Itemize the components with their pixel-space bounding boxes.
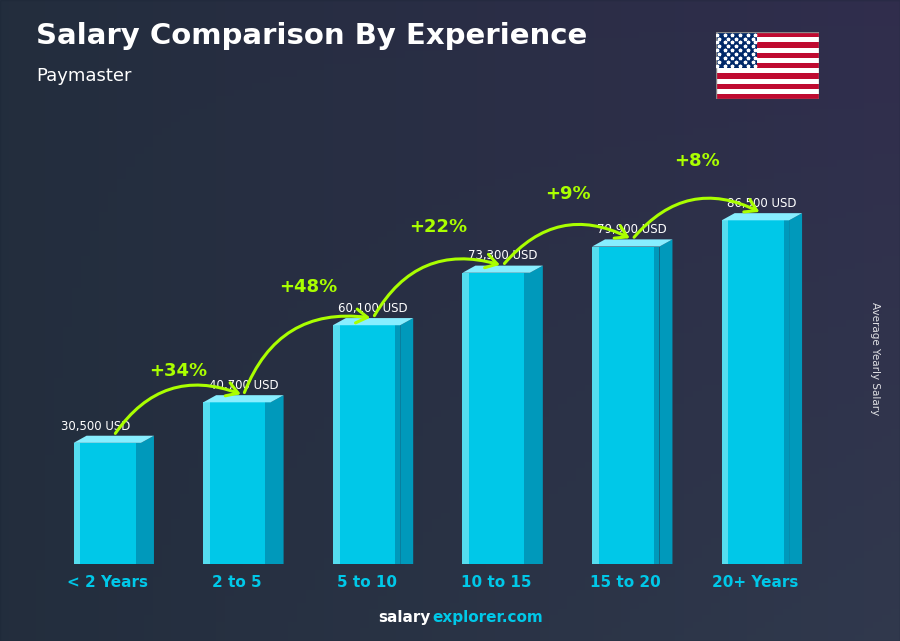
Bar (722, 221, 728, 564)
Bar (716, 74, 819, 79)
Polygon shape (141, 436, 154, 564)
Polygon shape (789, 213, 802, 564)
Bar (74, 443, 141, 564)
Bar (74, 443, 80, 564)
Bar (463, 273, 469, 564)
Text: Average Yearly Salary: Average Yearly Salary (869, 303, 880, 415)
Bar (716, 69, 819, 74)
Bar (716, 47, 819, 53)
Polygon shape (722, 213, 802, 221)
Text: 86,500 USD: 86,500 USD (727, 197, 796, 210)
Bar (716, 42, 819, 47)
Bar (716, 58, 819, 63)
Text: 73,300 USD: 73,300 USD (468, 249, 537, 262)
Bar (203, 403, 271, 564)
Text: 60,100 USD: 60,100 USD (338, 302, 408, 315)
FancyArrowPatch shape (634, 198, 757, 237)
Polygon shape (333, 318, 413, 325)
Text: explorer.com: explorer.com (432, 610, 543, 625)
Text: +48%: +48% (279, 278, 338, 296)
Bar (716, 37, 819, 42)
Text: Paymaster: Paymaster (36, 67, 131, 85)
Bar (136, 443, 141, 564)
Bar (266, 403, 271, 564)
Text: +9%: +9% (544, 185, 590, 203)
Text: +34%: +34% (149, 362, 208, 380)
Bar (716, 89, 819, 94)
FancyArrowPatch shape (115, 383, 238, 433)
Bar (716, 63, 819, 69)
Bar (525, 273, 530, 564)
Polygon shape (203, 395, 284, 403)
FancyArrowPatch shape (245, 309, 367, 392)
Text: Salary Comparison By Experience: Salary Comparison By Experience (36, 22, 587, 51)
Bar (716, 32, 757, 69)
Bar (463, 273, 530, 564)
Text: 40,700 USD: 40,700 USD (209, 379, 278, 392)
Polygon shape (400, 318, 413, 564)
Polygon shape (463, 265, 543, 273)
Bar (203, 403, 210, 564)
Bar (716, 79, 819, 84)
Bar (592, 247, 660, 564)
Bar (716, 32, 819, 37)
Polygon shape (660, 239, 672, 564)
Bar (654, 247, 660, 564)
Polygon shape (530, 265, 543, 564)
Bar (784, 221, 789, 564)
FancyArrowPatch shape (374, 254, 497, 315)
Polygon shape (271, 395, 284, 564)
Text: salary: salary (378, 610, 430, 625)
FancyArrowPatch shape (504, 224, 627, 263)
Text: 79,900 USD: 79,900 USD (598, 223, 667, 237)
Text: +8%: +8% (674, 152, 720, 170)
Bar (716, 84, 819, 89)
Bar (395, 325, 400, 564)
Bar (333, 325, 339, 564)
Bar (722, 221, 789, 564)
Bar (716, 94, 819, 99)
Polygon shape (592, 239, 672, 247)
Bar (592, 247, 598, 564)
Bar (333, 325, 400, 564)
Polygon shape (74, 436, 154, 443)
Text: +22%: +22% (409, 219, 467, 237)
Text: 30,500 USD: 30,500 USD (60, 419, 130, 433)
Bar (716, 53, 819, 58)
